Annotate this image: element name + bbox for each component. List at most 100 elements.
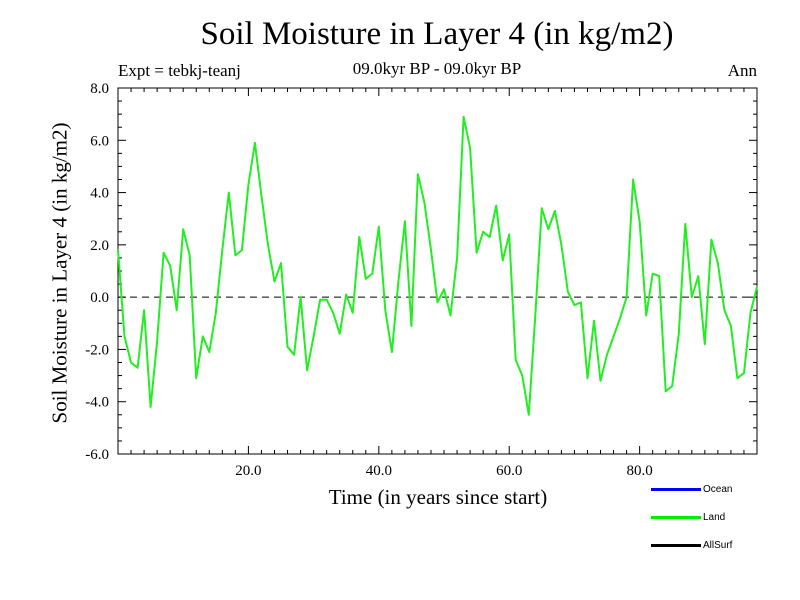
data-point bbox=[514, 359, 517, 361]
legend-line-allsurf bbox=[651, 544, 701, 547]
data-point bbox=[306, 369, 308, 372]
legend-label-land: Land bbox=[703, 512, 726, 523]
data-point bbox=[704, 343, 706, 346]
data-point bbox=[364, 278, 367, 280]
data-point bbox=[462, 115, 465, 118]
season-label: Ann bbox=[727, 61, 757, 80]
data-point bbox=[599, 380, 602, 382]
data-point bbox=[234, 254, 237, 257]
data-point bbox=[397, 280, 400, 283]
legend-label-ocean: Ocean bbox=[703, 484, 733, 495]
data-point bbox=[228, 191, 230, 194]
y-tick-label: -6.0 bbox=[85, 447, 109, 463]
data-point bbox=[671, 385, 674, 387]
data-point bbox=[534, 314, 537, 317]
y-tick-label: 0.0 bbox=[90, 290, 109, 306]
data-point bbox=[749, 312, 752, 314]
data-point bbox=[169, 264, 171, 267]
data-point bbox=[677, 332, 680, 335]
data-point bbox=[723, 309, 726, 312]
data-point bbox=[338, 332, 341, 335]
data-point bbox=[625, 296, 628, 298]
data-point bbox=[423, 202, 426, 204]
data-point bbox=[593, 319, 595, 322]
data-point bbox=[527, 413, 530, 416]
data-point bbox=[651, 272, 654, 275]
data-point bbox=[417, 173, 419, 176]
data-point bbox=[645, 314, 647, 317]
data-point bbox=[332, 312, 334, 314]
data-point bbox=[175, 309, 178, 312]
data-point bbox=[488, 236, 491, 238]
data-point bbox=[717, 262, 719, 264]
data-point bbox=[449, 314, 452, 317]
data-point bbox=[690, 296, 693, 298]
chart-subtitle: 09.0kyr BP - 09.0kyr BP bbox=[352, 59, 522, 78]
data-point bbox=[756, 285, 758, 288]
y-tick-label: 6.0 bbox=[90, 133, 109, 149]
data-point bbox=[436, 301, 439, 304]
data-point bbox=[319, 298, 321, 301]
data-point bbox=[475, 251, 478, 254]
data-point bbox=[280, 262, 282, 264]
data-point bbox=[580, 301, 582, 304]
data-point bbox=[632, 178, 634, 181]
data-point bbox=[736, 377, 739, 379]
y-tick-label: 2.0 bbox=[90, 238, 109, 254]
data-point bbox=[241, 249, 243, 251]
legend-label-allsurf: AllSurf bbox=[703, 540, 733, 551]
data-point bbox=[273, 280, 276, 283]
data-point bbox=[345, 293, 348, 296]
data-point bbox=[162, 251, 165, 254]
data-point bbox=[130, 361, 132, 364]
data-point bbox=[554, 210, 556, 212]
data-point bbox=[188, 254, 191, 257]
series-line-land bbox=[117, 115, 758, 416]
data-point bbox=[404, 220, 406, 223]
data-point bbox=[508, 233, 511, 236]
data-point bbox=[586, 377, 589, 379]
data-point bbox=[267, 244, 269, 246]
data-point bbox=[541, 207, 543, 210]
data-point bbox=[619, 317, 621, 319]
data-point bbox=[430, 249, 432, 251]
data-point bbox=[358, 236, 361, 238]
legend-line-ocean bbox=[651, 488, 701, 491]
data-point bbox=[612, 335, 615, 338]
data-point bbox=[371, 272, 374, 275]
data-point bbox=[469, 147, 471, 149]
data-point bbox=[501, 259, 504, 262]
y-tick-label: 4.0 bbox=[90, 186, 109, 202]
y-tick-label: -4.0 bbox=[85, 395, 109, 411]
data-point bbox=[697, 275, 700, 278]
chart-title: Soil Moisture in Layer 4 (in kg/m2) bbox=[200, 16, 674, 52]
data-point bbox=[254, 142, 256, 144]
data-point bbox=[260, 194, 263, 196]
data-point bbox=[560, 244, 563, 246]
data-point bbox=[247, 183, 250, 186]
y-tick-label: 8.0 bbox=[90, 81, 109, 97]
data-point bbox=[378, 225, 380, 228]
data-point bbox=[664, 390, 667, 393]
data-point bbox=[456, 257, 458, 259]
legend-line-land bbox=[651, 516, 701, 519]
data-point bbox=[573, 304, 576, 306]
data-point bbox=[117, 249, 119, 251]
data-point bbox=[299, 296, 302, 298]
data-point bbox=[201, 335, 204, 338]
data-point bbox=[215, 312, 217, 314]
data-point bbox=[351, 312, 354, 314]
data-point bbox=[710, 238, 713, 241]
data-point bbox=[208, 351, 211, 353]
data-point bbox=[136, 366, 139, 369]
data-point bbox=[684, 223, 687, 225]
data-point bbox=[658, 275, 660, 278]
x-tick-label: 80.0 bbox=[627, 463, 653, 479]
data-point bbox=[312, 335, 315, 338]
x-tick-label: 40.0 bbox=[366, 463, 392, 479]
x-tick-label: 20.0 bbox=[235, 463, 261, 479]
experiment-label: Expt = tebkj-teanj bbox=[118, 61, 241, 80]
data-point bbox=[221, 249, 224, 251]
data-point bbox=[293, 353, 295, 356]
